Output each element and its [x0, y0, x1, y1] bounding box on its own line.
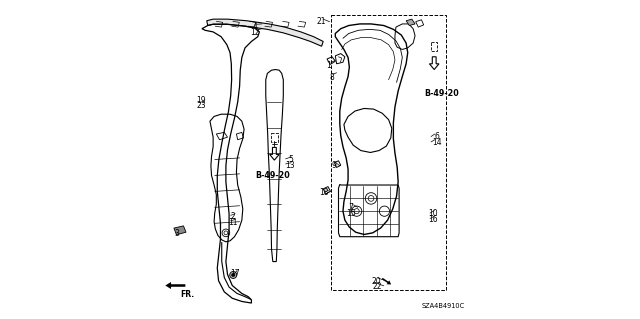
- Text: 21: 21: [317, 17, 326, 26]
- Text: 8: 8: [329, 73, 334, 82]
- Text: 3: 3: [175, 229, 180, 238]
- FancyArrow shape: [382, 278, 391, 285]
- Text: 7: 7: [349, 203, 354, 212]
- FancyArrow shape: [165, 282, 186, 289]
- Text: 18: 18: [319, 188, 329, 197]
- Text: 1: 1: [326, 61, 332, 70]
- Text: 12: 12: [250, 28, 259, 37]
- Polygon shape: [269, 147, 279, 160]
- Text: 23: 23: [196, 101, 206, 110]
- Text: SZA4B4910C: SZA4B4910C: [422, 303, 465, 309]
- Circle shape: [232, 273, 235, 277]
- Circle shape: [230, 271, 237, 278]
- Text: FR.: FR.: [180, 290, 195, 299]
- Text: B-49-20: B-49-20: [255, 171, 290, 180]
- Text: 14: 14: [433, 138, 442, 147]
- Text: B-49-20: B-49-20: [424, 89, 460, 98]
- Text: 4: 4: [252, 22, 257, 31]
- Text: 17: 17: [230, 269, 240, 278]
- Polygon shape: [174, 226, 186, 235]
- Text: 10: 10: [428, 209, 437, 218]
- Text: 20: 20: [372, 277, 381, 286]
- Text: 16: 16: [428, 215, 437, 224]
- Text: 2: 2: [231, 212, 236, 221]
- Text: 11: 11: [228, 218, 238, 227]
- Text: 5: 5: [288, 155, 292, 164]
- Text: 13: 13: [285, 161, 295, 170]
- Polygon shape: [207, 19, 323, 46]
- Text: 15: 15: [346, 209, 356, 218]
- Text: 6: 6: [435, 132, 440, 141]
- Polygon shape: [406, 19, 415, 26]
- Text: 9: 9: [332, 161, 336, 170]
- Text: 22: 22: [372, 282, 381, 291]
- Text: 19: 19: [196, 96, 206, 105]
- Polygon shape: [429, 57, 439, 70]
